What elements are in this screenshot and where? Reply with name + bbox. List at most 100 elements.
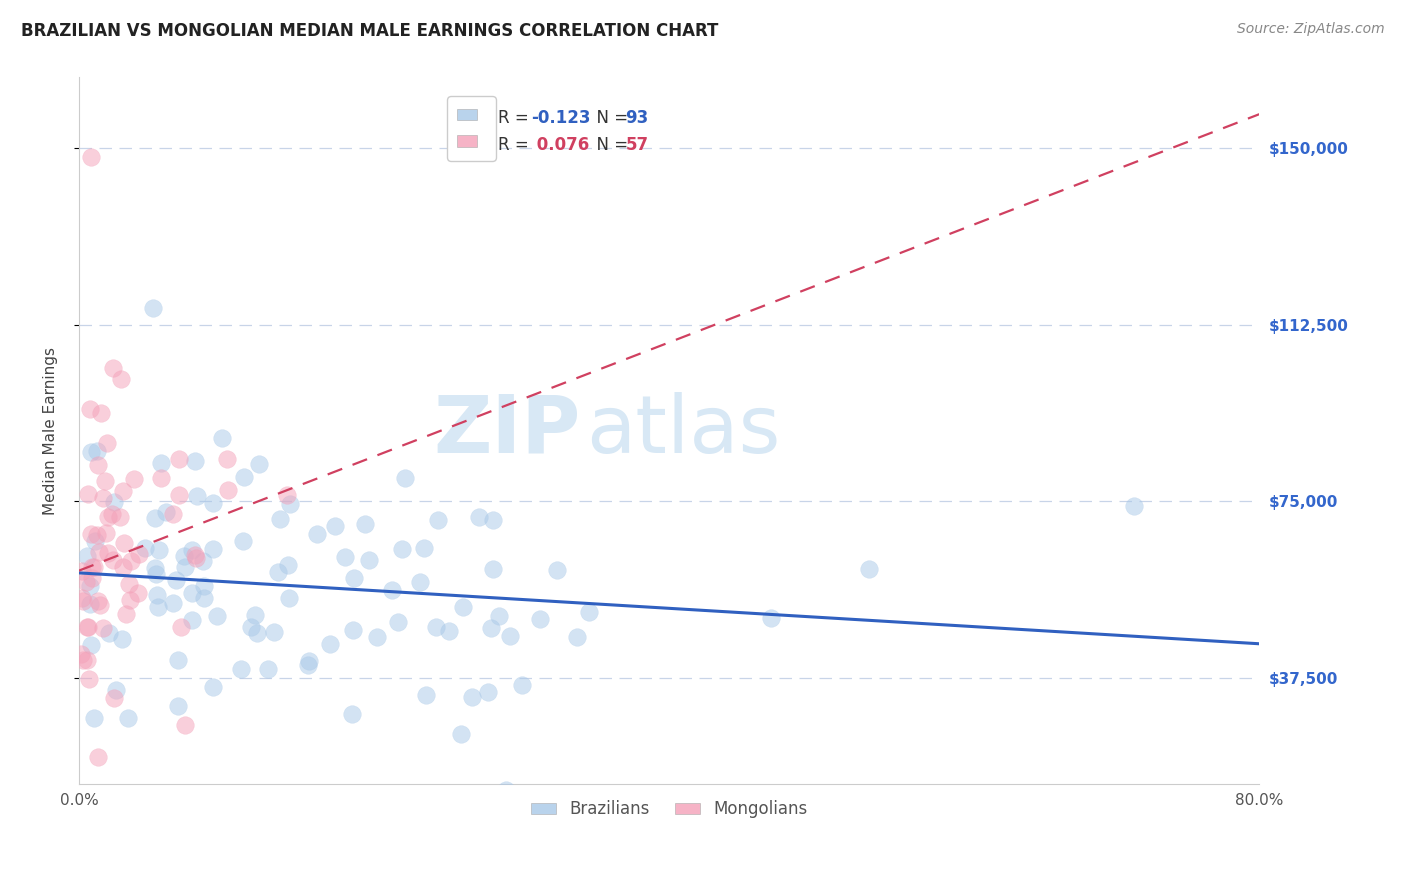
Point xyxy=(467,510,489,524)
Point xyxy=(450,727,472,741)
Legend: Brazilians, Mongolians: Brazilians, Mongolians xyxy=(524,794,814,825)
Text: Source: ZipAtlas.com: Source: ZipAtlas.com xyxy=(1237,22,1385,37)
Point xyxy=(110,372,132,386)
Point xyxy=(134,541,156,555)
Point xyxy=(217,452,239,467)
Point xyxy=(72,653,94,667)
Point xyxy=(94,474,117,488)
Point xyxy=(101,507,124,521)
Point xyxy=(181,613,204,627)
Point xyxy=(232,533,254,548)
Point xyxy=(305,527,328,541)
Point xyxy=(510,678,533,692)
Point xyxy=(173,549,195,564)
Point xyxy=(184,454,207,468)
Point xyxy=(149,470,172,484)
Point xyxy=(80,445,103,459)
Point xyxy=(162,507,184,521)
Point xyxy=(437,624,460,638)
Point xyxy=(146,588,169,602)
Point xyxy=(193,591,215,606)
Point xyxy=(145,566,167,581)
Point xyxy=(86,800,108,814)
Point xyxy=(247,457,270,471)
Point xyxy=(167,653,190,667)
Point xyxy=(232,469,254,483)
Point xyxy=(79,638,101,652)
Point xyxy=(70,647,93,661)
Point xyxy=(180,585,202,599)
Point xyxy=(257,662,280,676)
Point xyxy=(76,487,98,501)
Point xyxy=(70,564,93,578)
Point xyxy=(96,436,118,450)
Point xyxy=(391,542,413,557)
Point xyxy=(83,711,105,725)
Point xyxy=(333,550,356,565)
Point xyxy=(387,615,409,629)
Point xyxy=(101,361,124,376)
Point xyxy=(495,782,517,797)
Point xyxy=(148,542,170,557)
Point xyxy=(451,600,474,615)
Point xyxy=(366,630,388,644)
Point xyxy=(479,621,502,635)
Point xyxy=(155,505,177,519)
Point xyxy=(82,560,104,574)
Point xyxy=(79,401,101,416)
Point xyxy=(111,632,134,646)
Point xyxy=(118,576,141,591)
Point xyxy=(211,431,233,445)
Point xyxy=(499,629,522,643)
Point xyxy=(546,563,568,577)
Point xyxy=(323,519,346,533)
Point xyxy=(759,611,782,625)
Point xyxy=(150,456,173,470)
Point xyxy=(76,653,98,667)
Point xyxy=(229,662,252,676)
Point xyxy=(97,509,120,524)
Point xyxy=(578,606,600,620)
Point xyxy=(359,553,381,567)
Point xyxy=(72,594,94,608)
Point xyxy=(477,685,499,699)
Point xyxy=(184,551,207,566)
Point xyxy=(1122,499,1144,513)
Point xyxy=(263,625,285,640)
Point xyxy=(425,620,447,634)
Point xyxy=(89,545,111,559)
Point xyxy=(128,548,150,562)
Point xyxy=(98,626,121,640)
Point xyxy=(354,516,377,531)
Point xyxy=(86,444,108,458)
Point xyxy=(120,553,142,567)
Point xyxy=(70,591,93,606)
Point xyxy=(86,528,108,542)
Text: R =: R = xyxy=(498,136,534,154)
Text: 93: 93 xyxy=(626,110,648,128)
Point xyxy=(80,151,103,165)
Point xyxy=(858,562,880,576)
Point xyxy=(277,558,299,573)
Point xyxy=(127,586,149,600)
Point xyxy=(108,509,131,524)
Point xyxy=(409,574,432,589)
Point xyxy=(394,471,416,485)
Point xyxy=(201,496,224,510)
Point xyxy=(461,690,484,705)
Point xyxy=(174,560,197,574)
Point xyxy=(415,689,437,703)
Point xyxy=(79,597,101,611)
Point xyxy=(186,489,208,503)
Point xyxy=(193,554,215,568)
Point xyxy=(202,542,225,557)
Text: BRAZILIAN VS MONGOLIAN MEDIAN MALE EARNINGS CORRELATION CHART: BRAZILIAN VS MONGOLIAN MEDIAN MALE EARNI… xyxy=(21,22,718,40)
Point xyxy=(114,607,136,622)
Point xyxy=(94,525,117,540)
Point xyxy=(482,513,505,527)
Point xyxy=(166,573,188,587)
Point xyxy=(426,513,449,527)
Point xyxy=(162,596,184,610)
Point xyxy=(91,491,114,505)
Text: atlas: atlas xyxy=(586,392,780,469)
